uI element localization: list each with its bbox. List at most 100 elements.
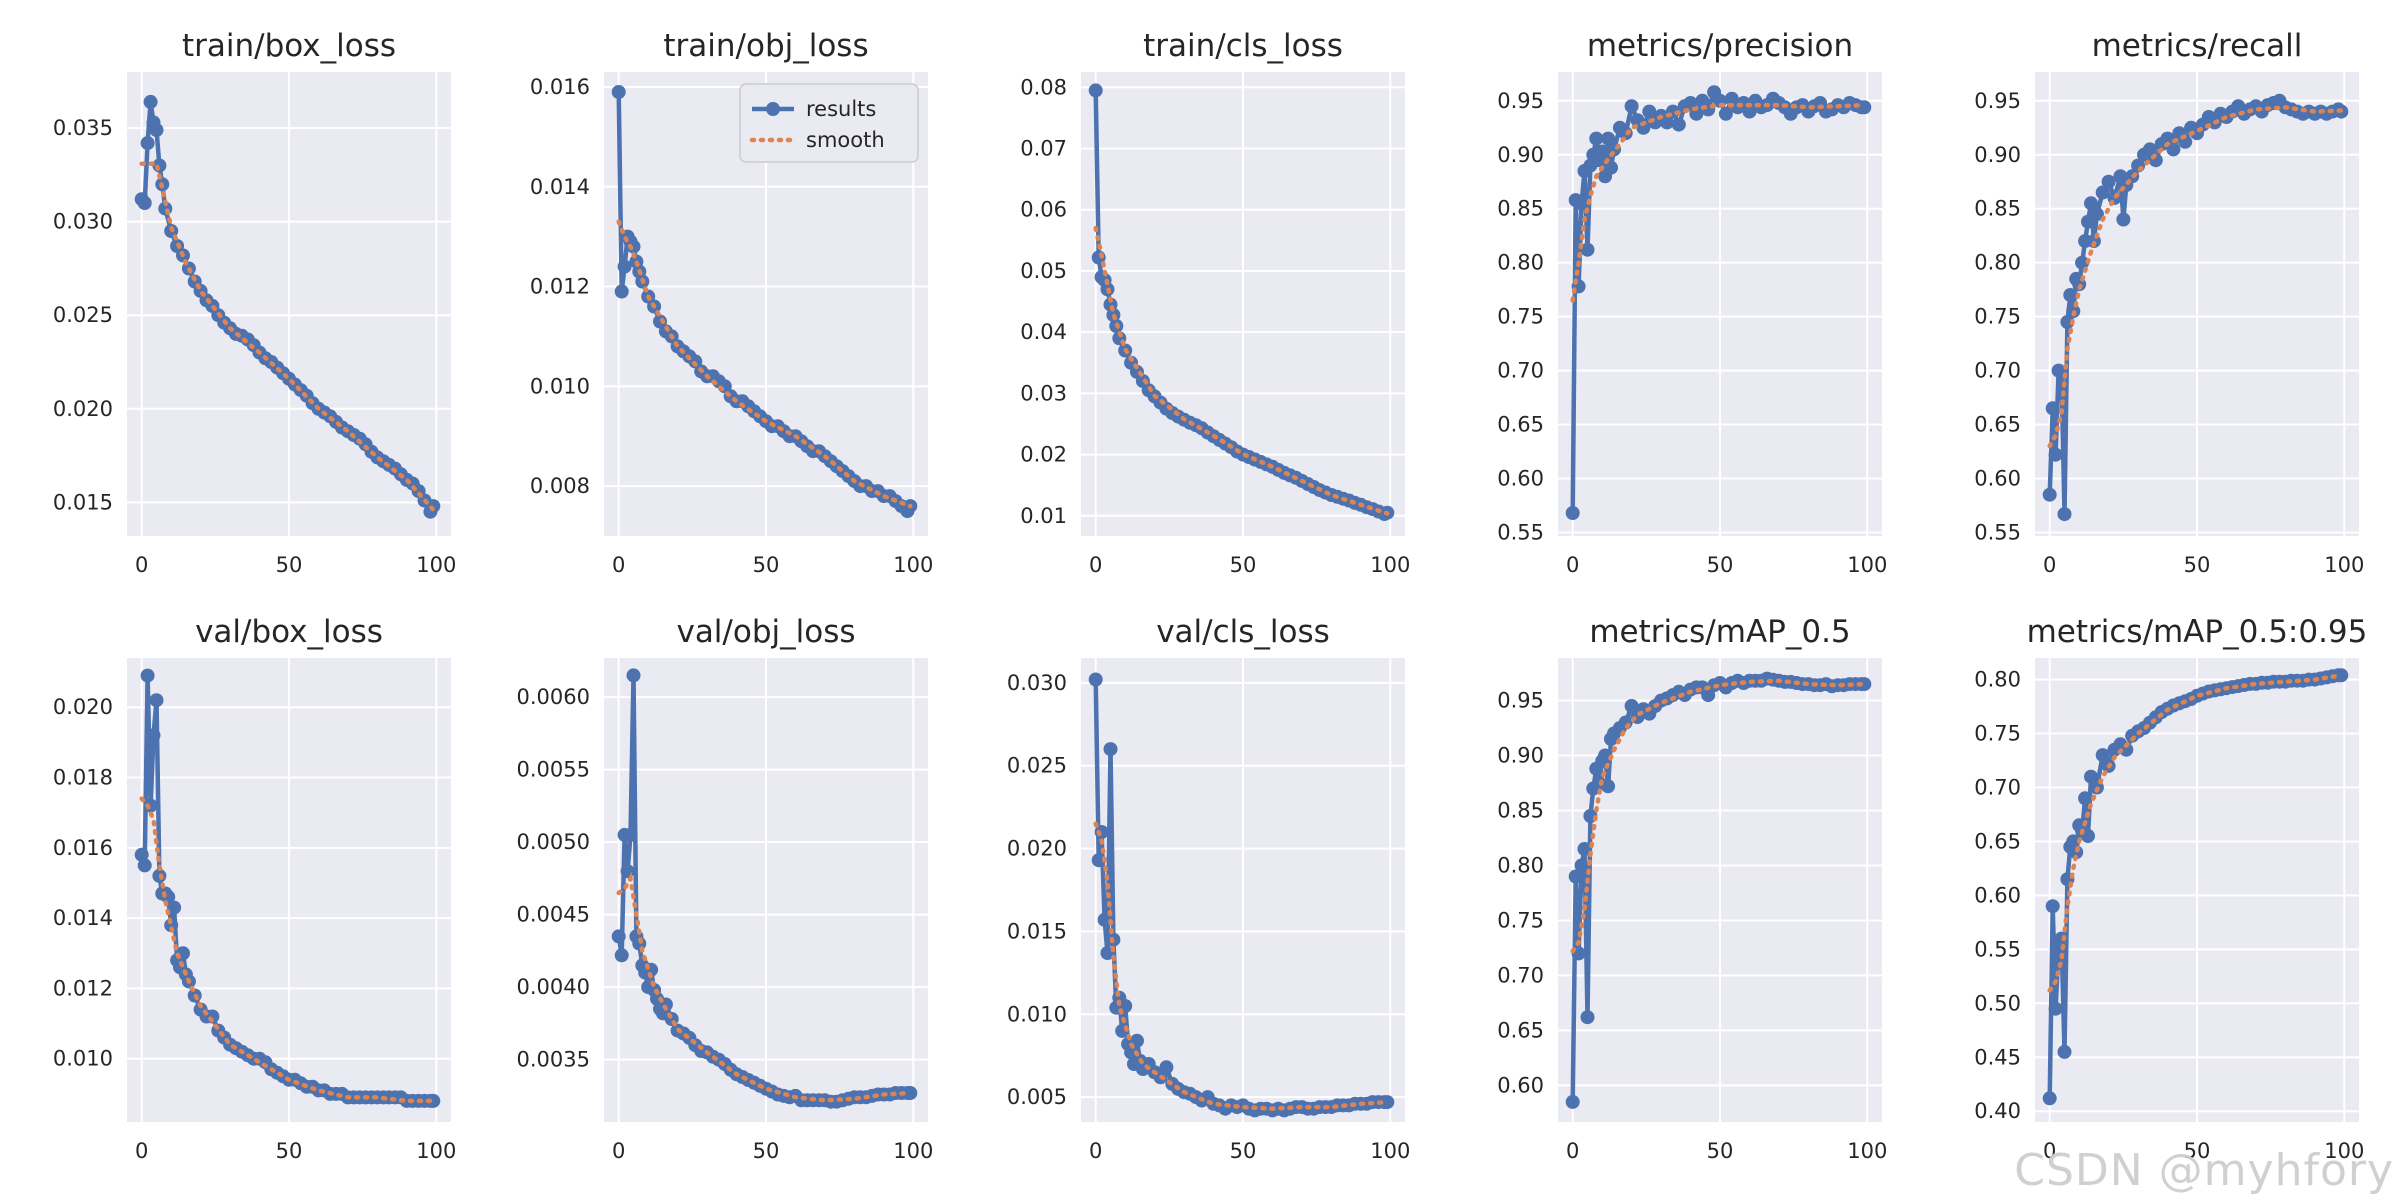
x-tick-label: 50 bbox=[2184, 553, 2211, 577]
results-point bbox=[1574, 196, 1589, 211]
y-tick-label: 0.06 bbox=[1020, 198, 1067, 222]
chart-title: metrics/mAP_0.5:0.95 bbox=[2027, 614, 2368, 650]
y-tick-label: 0.015 bbox=[53, 490, 113, 514]
smooth-line bbox=[1570, 678, 1867, 954]
y-tick-label: 0.95 bbox=[1497, 89, 1544, 113]
results-point bbox=[2116, 212, 2131, 227]
smooth-line bbox=[139, 161, 436, 513]
smooth-line bbox=[616, 219, 913, 509]
results-point bbox=[134, 847, 149, 862]
results-point bbox=[1088, 672, 1103, 687]
y-tick-label: 0.018 bbox=[53, 766, 113, 790]
y-tick-label: 0.60 bbox=[1974, 883, 2021, 907]
chart-panel: 0 50 100 0.40 0.45 0.50 0.55 0.60 0.65 0.70 0.75 0.… bbox=[1974, 614, 2367, 1163]
legend-results-label: results bbox=[806, 97, 876, 121]
results-point bbox=[2042, 487, 2057, 502]
y-tick-label: 0.65 bbox=[1497, 1018, 1544, 1042]
y-tick-label: 0.03 bbox=[1020, 381, 1067, 405]
results-point bbox=[2089, 207, 2104, 222]
y-tick-label: 0.65 bbox=[1497, 413, 1544, 437]
results-point bbox=[611, 85, 626, 99]
chart-title: metrics/mAP_0.5 bbox=[1589, 614, 1850, 650]
x-tick-label: 50 bbox=[1230, 553, 1257, 577]
results-point bbox=[2084, 196, 2098, 211]
y-tick-label: 0.010 bbox=[53, 1047, 113, 1071]
chart-title: train/obj_loss bbox=[663, 28, 868, 64]
y-tick-label: 0.55 bbox=[1497, 520, 1544, 544]
x-tick-label: 100 bbox=[1370, 1139, 1410, 1163]
legend-smooth-label: smooth bbox=[806, 128, 885, 152]
y-tick-label: 0.45 bbox=[1974, 1045, 2021, 1069]
results-point bbox=[1595, 144, 1610, 159]
y-tick-label: 0.50 bbox=[1974, 991, 2021, 1015]
y-tick-label: 0.95 bbox=[1974, 89, 2021, 113]
y-tick-label: 0.90 bbox=[1497, 143, 1544, 167]
y-tick-label: 0.07 bbox=[1020, 137, 1067, 161]
legend-box bbox=[739, 83, 919, 163]
results-point bbox=[2045, 899, 2060, 914]
results-point bbox=[1097, 912, 1112, 927]
chart-title: train/box_loss bbox=[182, 28, 396, 64]
y-tick-label: 0.75 bbox=[1497, 305, 1544, 329]
results-point bbox=[903, 1086, 918, 1100]
smooth-line bbox=[2047, 673, 2344, 993]
x-tick-label: 100 bbox=[1847, 553, 1887, 577]
smooth-line bbox=[139, 796, 436, 1104]
x-tick-label: 0 bbox=[612, 553, 625, 577]
x-tick-label: 50 bbox=[1707, 553, 1734, 577]
results-point bbox=[149, 123, 164, 137]
y-tick-label: 0.016 bbox=[530, 75, 590, 99]
x-tick-label: 100 bbox=[893, 553, 933, 577]
x-tick-label: 50 bbox=[2184, 1139, 2211, 1163]
y-tick-label: 0.014 bbox=[53, 906, 113, 930]
x-tick-label: 100 bbox=[2324, 1139, 2364, 1163]
x-tick-label: 50 bbox=[1230, 1139, 1257, 1163]
y-tick-label: 0.70 bbox=[1974, 775, 2021, 799]
results-point bbox=[2101, 174, 2116, 189]
x-tick-label: 0 bbox=[135, 553, 148, 577]
chart-panel: 0 50 100 0.008 0.010 0.012 0.014 0.016 train/obj… bbox=[530, 28, 933, 577]
y-tick-label: 0.55 bbox=[1974, 937, 2021, 961]
y-tick-label: 0.05 bbox=[1020, 259, 1067, 283]
results-point bbox=[1574, 858, 1589, 873]
results-point bbox=[2142, 142, 2157, 157]
y-tick-label: 0.95 bbox=[1497, 689, 1544, 713]
results-point bbox=[1601, 779, 1616, 794]
x-tick-label: 0 bbox=[135, 1139, 148, 1163]
results-point bbox=[2066, 834, 2081, 849]
results-point bbox=[1568, 869, 1583, 884]
y-tick-label: 0.010 bbox=[530, 374, 590, 398]
y-tick-label: 0.02 bbox=[1020, 443, 1067, 467]
smooth-line bbox=[1093, 225, 1390, 516]
results-point bbox=[2042, 1091, 2057, 1106]
y-tick-label: 0.85 bbox=[1497, 197, 1544, 221]
results-point bbox=[2095, 185, 2110, 200]
x-tick-label: 50 bbox=[276, 553, 303, 577]
x-tick-label: 100 bbox=[893, 1139, 933, 1163]
y-tick-label: 0.80 bbox=[1497, 853, 1544, 877]
results-point bbox=[2057, 507, 2072, 522]
y-tick-label: 0.80 bbox=[1497, 251, 1544, 275]
results-point bbox=[1636, 120, 1651, 135]
results-point bbox=[137, 196, 152, 210]
chart-panel: 0 50 100 0.55 0.60 0.65 0.70 0.75 0.80 0.85 0.90 0.… bbox=[1974, 28, 2364, 577]
results-point bbox=[617, 259, 632, 274]
results-point bbox=[1103, 742, 1118, 757]
watermark: CSDN @myhfory bbox=[2014, 1145, 2394, 1196]
results-point bbox=[1088, 83, 1103, 98]
y-tick-label: 0.60 bbox=[1974, 466, 2021, 490]
results-point bbox=[167, 900, 182, 915]
results-point bbox=[426, 1093, 441, 1108]
results-point bbox=[140, 668, 155, 683]
results-point bbox=[2075, 255, 2090, 270]
y-tick-label: 0.0050 bbox=[517, 830, 590, 854]
y-tick-label: 0.70 bbox=[1497, 963, 1544, 987]
smooth-line bbox=[1093, 821, 1390, 1111]
results-point bbox=[1601, 131, 1616, 146]
x-tick-label: 0 bbox=[2043, 1139, 2056, 1163]
results-point bbox=[1604, 160, 1618, 175]
results-point bbox=[1718, 106, 1733, 121]
x-tick-label: 0 bbox=[1566, 1139, 1579, 1163]
results-point bbox=[2060, 315, 2075, 329]
